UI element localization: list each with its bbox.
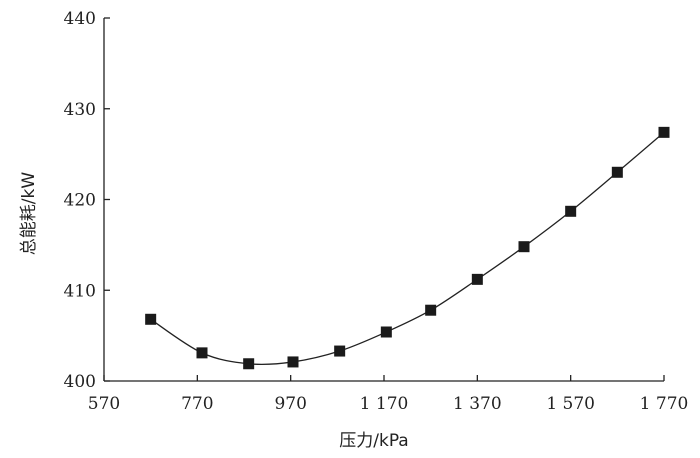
data-point bbox=[287, 356, 299, 368]
x-tick-label: 570 bbox=[88, 394, 120, 414]
x-tick-label: 1 170 bbox=[360, 394, 409, 414]
data-point bbox=[425, 304, 437, 316]
data-point bbox=[243, 358, 255, 370]
fit-curve bbox=[150, 131, 665, 366]
x-tick-label: 1 570 bbox=[546, 394, 595, 414]
data-points bbox=[145, 126, 670, 370]
y-axis-title: 总能耗/kW bbox=[19, 172, 39, 256]
x-axis-title: 压力/kPa bbox=[339, 431, 408, 451]
x-ticks: 570 770 970 1 170 1 370 1 570 1 770 bbox=[88, 375, 689, 414]
y-tick-label: 410 bbox=[64, 281, 96, 301]
data-point bbox=[471, 273, 483, 285]
y-ticks: 400 410 420 430 440 bbox=[64, 9, 110, 392]
data-point bbox=[380, 326, 392, 338]
x-tick-label: 770 bbox=[181, 394, 213, 414]
x-tick-label: 1 770 bbox=[640, 394, 689, 414]
data-point bbox=[196, 347, 208, 359]
y-tick-label: 440 bbox=[64, 9, 96, 29]
x-tick-label: 970 bbox=[274, 394, 306, 414]
data-point bbox=[565, 205, 577, 217]
data-point bbox=[145, 313, 157, 325]
y-tick-label: 420 bbox=[64, 191, 96, 211]
y-tick-label: 430 bbox=[64, 100, 96, 120]
y-tick-label: 400 bbox=[64, 372, 96, 392]
data-point bbox=[611, 166, 623, 178]
data-point bbox=[658, 126, 670, 138]
x-tick-label: 1 370 bbox=[453, 394, 502, 414]
data-point bbox=[334, 345, 346, 357]
data-point bbox=[518, 241, 530, 253]
